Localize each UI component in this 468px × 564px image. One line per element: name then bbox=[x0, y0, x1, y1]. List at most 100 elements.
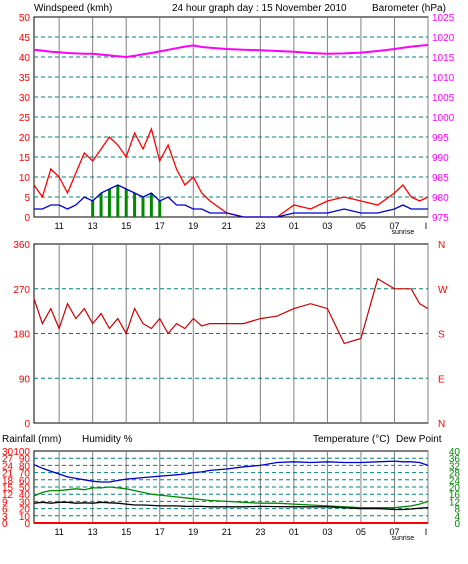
sunrise-label: sunrise bbox=[392, 535, 415, 542]
y-tick-label: 10 bbox=[19, 512, 31, 523]
y-tick-label: 975 bbox=[432, 213, 449, 224]
y-tick-label: 990 bbox=[432, 153, 449, 164]
windspeed-gust-line bbox=[33, 126, 429, 218]
barometer-line bbox=[33, 44, 429, 59]
y-tick-label: 24 bbox=[2, 461, 14, 472]
y-tick-label: 180 bbox=[13, 330, 30, 341]
y-tick-label: 360 bbox=[13, 240, 30, 251]
temp-humidity-panel: 0369121518212427300102030405060708090100… bbox=[2, 447, 460, 542]
y-tick-label: S bbox=[438, 330, 445, 341]
y-tick-label: 40 bbox=[19, 53, 31, 64]
y-tick-label: W bbox=[438, 285, 448, 296]
x-tick-label: 03 bbox=[322, 527, 332, 537]
wind-bar bbox=[149, 193, 153, 217]
y-tick-label: 0 bbox=[454, 519, 460, 530]
y-tick-label: 980 bbox=[432, 193, 449, 204]
x-tick-label: I bbox=[425, 221, 428, 231]
y-tick-label: 32 bbox=[449, 461, 461, 472]
x-tick-label: 17 bbox=[155, 527, 165, 537]
humidity-line bbox=[33, 460, 429, 483]
wind-bar bbox=[158, 201, 162, 217]
wind-bar bbox=[141, 197, 145, 217]
wind-bar bbox=[99, 193, 103, 217]
wind-bar bbox=[133, 193, 137, 217]
y-tick-label: 30 bbox=[19, 93, 31, 104]
y-tick-label: 45 bbox=[19, 33, 31, 44]
x-tick-label: 19 bbox=[188, 527, 198, 537]
y-tick-label: 20 bbox=[19, 505, 31, 516]
y-tick-label: 30 bbox=[19, 497, 31, 508]
y-tick-label: 1025 bbox=[432, 13, 455, 24]
y-tick-label: 40 bbox=[449, 447, 461, 458]
x-tick-label: 23 bbox=[255, 221, 265, 231]
humidity-axis-label: Humidity % bbox=[82, 434, 133, 445]
y-tick-label: 90 bbox=[19, 374, 31, 385]
dewpoint-line bbox=[33, 501, 429, 511]
y-tick-label: 60 bbox=[19, 476, 31, 487]
y-tick-label: 30 bbox=[2, 447, 14, 458]
x-tick-label: 01 bbox=[289, 221, 299, 231]
x-tick-label: 03 bbox=[322, 221, 332, 231]
x-tick-label: 15 bbox=[121, 221, 131, 231]
y-tick-label: 15 bbox=[19, 153, 31, 164]
y-tick-label: 1015 bbox=[432, 53, 455, 64]
chart-title: 24 hour graph day : 15 November 2010 bbox=[172, 3, 347, 14]
wind-barometer-panel: 0510152025303540455097598098599099510001… bbox=[19, 13, 455, 236]
y-tick-label: 20 bbox=[19, 133, 31, 144]
wind-bar bbox=[91, 201, 95, 217]
y-tick-label: 995 bbox=[432, 133, 449, 144]
x-tick-label: 21 bbox=[222, 527, 232, 537]
y-tick-label: 15 bbox=[2, 483, 14, 494]
windspeed-average-line bbox=[34, 184, 428, 218]
y-tick-label: E bbox=[438, 374, 445, 385]
y-tick-label: 10 bbox=[19, 173, 31, 184]
x-tick-label: 01 bbox=[289, 527, 299, 537]
temperature-axis-label: Temperature (°C) bbox=[313, 434, 390, 445]
y-tick-label: 25 bbox=[19, 113, 31, 124]
y-tick-label: 16 bbox=[449, 490, 461, 501]
y-tick-label: 1005 bbox=[432, 93, 455, 104]
y-tick-label: 35 bbox=[19, 73, 31, 84]
x-tick-label: 17 bbox=[155, 221, 165, 231]
y-tick-label: 1020 bbox=[432, 33, 455, 44]
y-tick-label: 4 bbox=[454, 512, 460, 523]
y-tick-label: 50 bbox=[19, 483, 31, 494]
x-tick-label: 13 bbox=[88, 221, 98, 231]
x-tick-label: 11 bbox=[54, 527, 63, 537]
y-tick-label: 18 bbox=[2, 476, 14, 487]
y-tick-label: 12 bbox=[2, 490, 14, 501]
y-tick-label: 1010 bbox=[432, 73, 455, 84]
x-tick-label: 11 bbox=[54, 221, 63, 231]
wind-bar bbox=[116, 185, 120, 217]
x-tick-label: 15 bbox=[121, 527, 131, 537]
y-tick-label: 1000 bbox=[432, 113, 455, 124]
y-tick-label: 8 bbox=[454, 505, 460, 516]
dewpoint-axis-label: Dew Point bbox=[396, 434, 442, 445]
wind-bar bbox=[107, 189, 111, 217]
y-tick-label: 28 bbox=[449, 469, 461, 480]
windspeed-axis-label: Windspeed (kmh) bbox=[34, 3, 112, 14]
y-tick-label: 6 bbox=[2, 505, 8, 516]
y-tick-label: 80 bbox=[19, 461, 31, 472]
y-tick-label: 0 bbox=[24, 213, 30, 224]
y-tick-label: N bbox=[438, 419, 445, 430]
y-tick-label: 12 bbox=[449, 497, 461, 508]
wind-direction-panel: 360 270 180 90 0 N W S E N bbox=[13, 240, 448, 430]
y-tick-label: 21 bbox=[2, 469, 14, 480]
x-tick-label: 23 bbox=[255, 527, 265, 537]
y-tick-label: 0 bbox=[24, 519, 30, 530]
y-tick-label: 70 bbox=[19, 469, 31, 480]
wind-direction-line bbox=[33, 277, 429, 345]
x-tick-label: 19 bbox=[188, 221, 198, 231]
y-tick-label: 50 bbox=[19, 13, 31, 24]
y-tick-label: 24 bbox=[449, 476, 461, 487]
y-tick-label: 985 bbox=[432, 173, 449, 184]
y-tick-label: 20 bbox=[449, 483, 461, 494]
y-tick-label: 5 bbox=[24, 193, 30, 204]
y-tick-label: 90 bbox=[19, 454, 31, 465]
wind-bar bbox=[124, 189, 128, 217]
y-tick-label: 270 bbox=[13, 285, 30, 296]
y-tick-label: 100 bbox=[13, 447, 30, 458]
